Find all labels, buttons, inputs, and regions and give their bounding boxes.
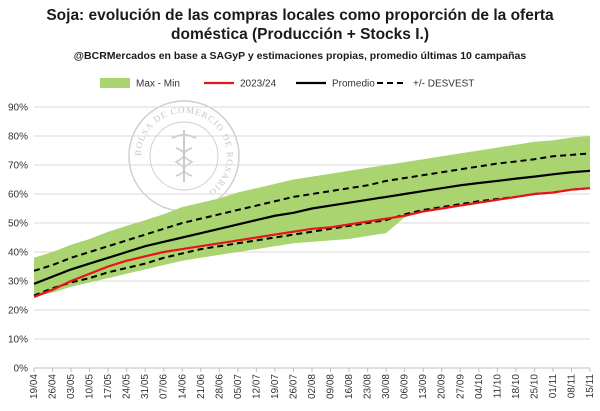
x-tick-label: 12/07 — [251, 374, 262, 399]
x-tick-label: 06/09 — [400, 374, 411, 399]
x-tick-label: 20/09 — [437, 374, 448, 399]
legend-swatch-max-min — [100, 78, 130, 88]
x-tick-label: 24/05 — [122, 374, 133, 399]
x-tick-label: 27/09 — [455, 374, 466, 399]
x-tick-label: 23/08 — [363, 374, 374, 399]
x-tick-label: 26/04 — [48, 374, 59, 399]
y-tick-label: 30% — [8, 277, 28, 288]
legend-label: +/- DESVEST — [413, 79, 474, 90]
legend-label: 2023/24 — [240, 79, 277, 90]
x-tick-label: 11/10 — [492, 374, 503, 399]
legend: Max - Min 2023/24 Promedio +/- DESVEST — [100, 78, 474, 90]
x-tick-label: 13/09 — [418, 374, 429, 399]
line-2023-24 — [33, 187, 591, 298]
x-tick-label: 26/07 — [288, 374, 299, 399]
legend-label: Promedio — [332, 79, 375, 90]
y-tick-label: 10% — [8, 335, 28, 346]
chart-subtitle: @BCRMercados en base a SAGyP y estimacio… — [73, 50, 527, 62]
x-tick-label: 18/10 — [511, 374, 522, 399]
y-axis: 90% 80% 70% 60% 50% 40% 30% 20% 10% 0% — [8, 103, 28, 375]
x-tick-label: 02/08 — [307, 374, 318, 399]
y-tick-label: 0% — [14, 364, 29, 375]
max-min-band — [34, 136, 590, 297]
x-tick-label: 07/06 — [159, 374, 170, 399]
x-tick-label: 14/06 — [177, 374, 188, 399]
x-tick-label: 28/06 — [214, 374, 225, 399]
chart-title: Soja: evolución de las compras locales c… — [0, 6, 600, 44]
y-tick-label: 90% — [8, 103, 28, 114]
x-tick-label: 25/10 — [529, 374, 540, 399]
y-tick-label: 20% — [8, 306, 28, 317]
chart-title-line1: Soja: evolución de las compras locales c… — [46, 7, 554, 24]
x-tick-label: 31/05 — [140, 374, 151, 399]
x-tick-label: 01/11 — [548, 374, 559, 399]
x-tick-label: 19/07 — [270, 374, 281, 399]
x-tick-label: 21/06 — [196, 374, 207, 399]
x-tick-label: 04/10 — [474, 374, 485, 399]
x-tick-label: 15/11 — [585, 374, 596, 399]
x-tick-label: 09/08 — [326, 374, 337, 399]
x-tick-label: 08/11 — [566, 374, 577, 399]
x-tick-label: 17/05 — [103, 374, 114, 399]
legend-label: Max - Min — [136, 79, 180, 90]
x-tick-label: 10/05 — [85, 374, 96, 399]
band-max-min — [34, 136, 590, 297]
x-tick-label: 03/05 — [66, 374, 77, 399]
y-tick-label: 60% — [8, 190, 28, 201]
y-tick-label: 40% — [8, 248, 28, 259]
x-tick-label: 05/07 — [233, 374, 244, 399]
x-tick-label: 19/04 — [29, 374, 40, 399]
y-tick-label: 70% — [8, 161, 28, 172]
x-tick-label: 30/08 — [381, 374, 392, 399]
x-tick-label: 16/08 — [344, 374, 355, 399]
x-axis: 19/04 26/04 03/05 10/05 17/05 24/05 31/05 07/06… — [29, 367, 596, 399]
line-promedio — [33, 169, 591, 285]
chart-title-line2: doméstica (Producción + Stocks I.) — [171, 26, 429, 43]
y-tick-label: 80% — [8, 132, 28, 143]
series-lines — [33, 152, 591, 298]
y-tick-label: 50% — [8, 219, 28, 230]
